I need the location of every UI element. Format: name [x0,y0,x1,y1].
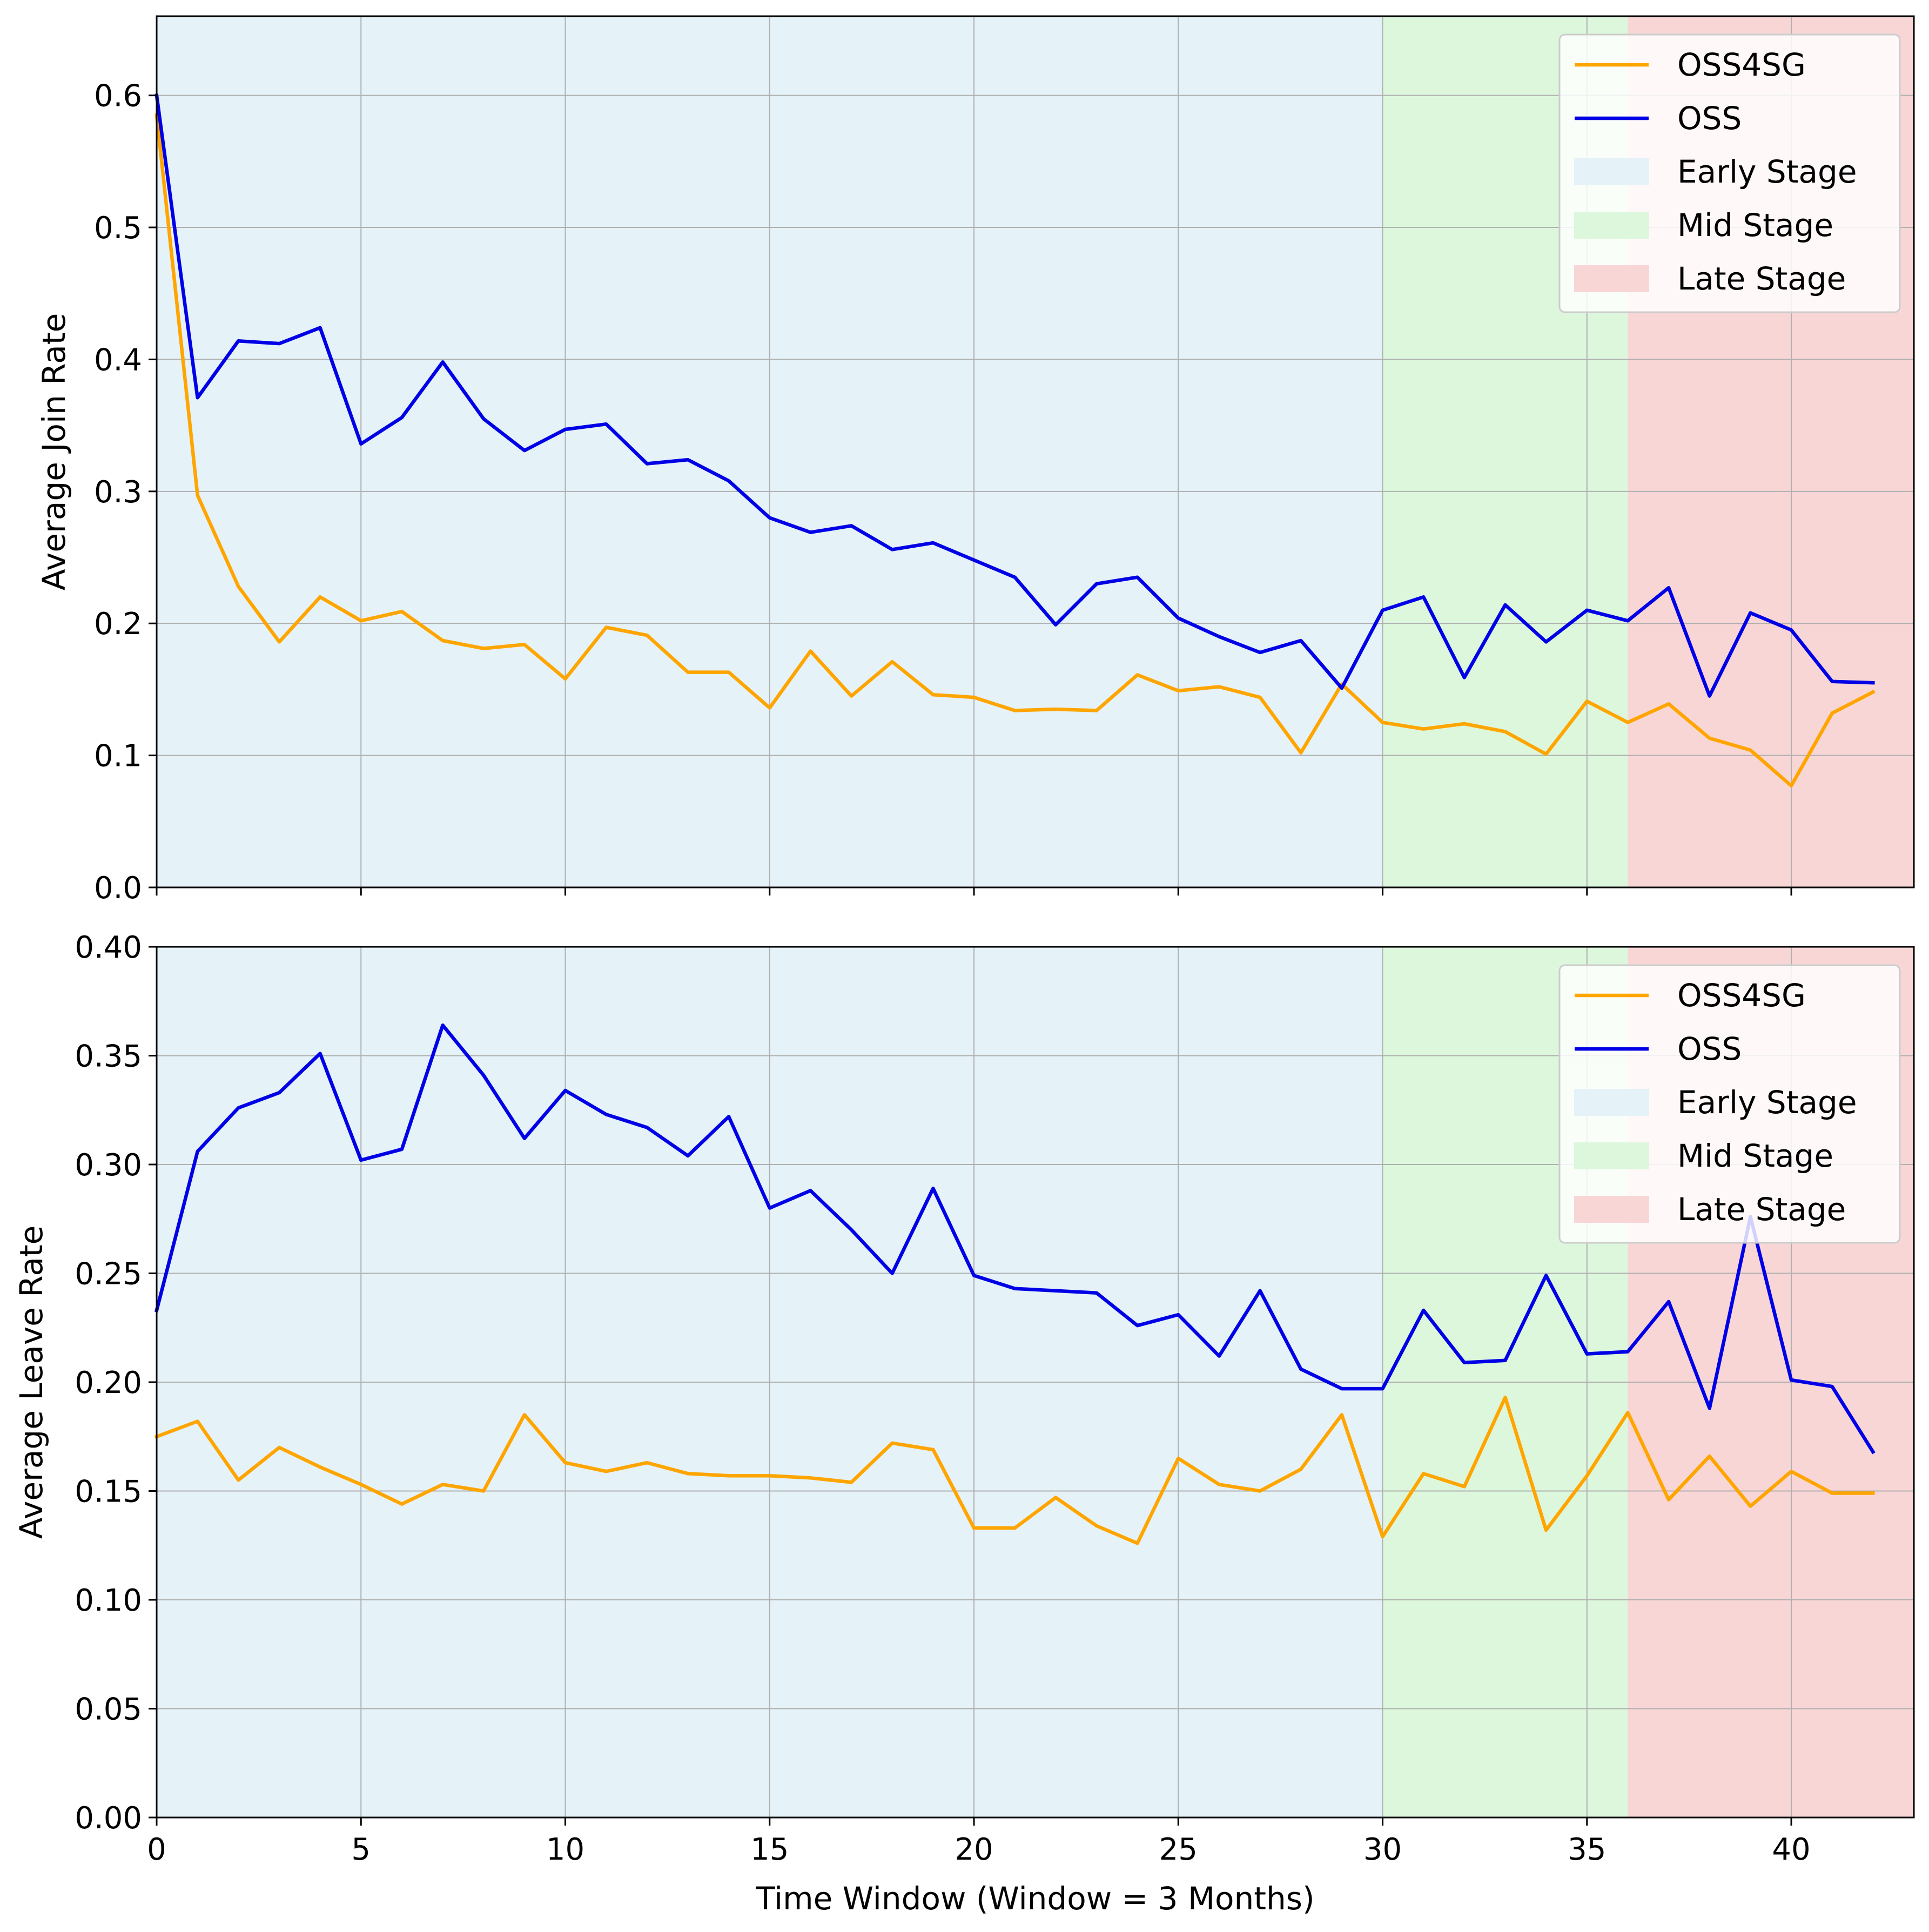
legend-swatch-early-stage [1574,1089,1649,1116]
y-axis-label: Average Join Rate [36,313,72,591]
legend-label: OSS4SG [1677,46,1806,83]
y-tick-label: 0.1 [94,739,142,774]
series-line-oss [154,93,1875,698]
y-tick-label: 0.15 [75,1475,142,1510]
legend-label: Mid Stage [1677,207,1833,244]
y-tick-label: 0.20 [75,1365,142,1401]
chart-panel-bottom: 0 5 10 15 20 25 30 35 40 0.00 0.05 0.10 0.15 0.20 0.25… [13,930,1915,1917]
y-tick-label: 0.10 [75,1583,142,1618]
legend-swatch-mid-stage [1574,212,1649,239]
x-tick-label: 0 [147,1832,166,1867]
legend-label: OSS [1677,100,1742,137]
legend-label: Late Stage [1677,260,1846,297]
y-tick-label: 0.3 [94,475,142,510]
x-tick-label: 35 [1568,1832,1606,1867]
legend-swatch-late-stage [1574,265,1649,292]
legend-label: Late Stage [1677,1191,1846,1228]
x-tick-label: 20 [955,1832,993,1867]
y-tick-label: 0.2 [94,607,142,642]
y-tick-label: 0.00 [75,1801,142,1836]
series-line-oss4sg [154,113,1876,788]
y-tick-label: 0.05 [75,1692,142,1727]
x-tick-label: 30 [1363,1832,1402,1867]
x-tick-label: 5 [351,1832,371,1867]
legend-label: Early Stage [1677,1084,1857,1121]
legend-label: Early Stage [1677,153,1857,190]
x-tick-label: 25 [1159,1832,1198,1867]
legend-box [1558,33,1901,313]
legend-swatch-late-stage [1574,1196,1649,1223]
y-tick-label: 0.40 [75,930,142,965]
legend-label: OSS4SG [1677,977,1806,1014]
y-tick-label: 0.0 [94,871,142,906]
series-line-oss4sg [154,1395,1875,1545]
y-tick-label: 0.35 [75,1039,142,1074]
chart-panel-top: 0.0 0.1 0.2 0.3 0.4 0.5 0.6 Average Join Rate OS… [36,15,1915,906]
legend-label: Mid Stage [1677,1137,1833,1174]
series-line-oss [154,1023,1876,1455]
y-tick-label: 0.25 [75,1257,142,1292]
y-tick-label: 0.4 [94,342,142,378]
legend-label: OSS [1677,1031,1742,1067]
plot-frame [156,15,1915,888]
x-tick-label: 40 [1772,1832,1810,1867]
legend-swatch-mid-stage [1574,1142,1649,1169]
x-axis-label: Time Window (Window = 3 Months) [755,1880,1314,1917]
x-tick-label: 15 [750,1832,789,1867]
legend: OSS4SG OSS Early Stage Mid Stage Late Stage [1558,33,1901,313]
y-tick-label: 0.6 [94,79,142,114]
y-axis-label: Average Leave Rate [13,1226,50,1539]
legend: OSS4SG OSS Early Stage Mid Stage Late Stage [1558,964,1901,1244]
x-tick-label: 10 [546,1832,584,1867]
y-tick-label: 0.30 [75,1148,142,1183]
legend-swatch-early-stage [1574,158,1649,185]
legend-box [1558,964,1901,1244]
y-tick-label: 0.5 [94,211,142,246]
